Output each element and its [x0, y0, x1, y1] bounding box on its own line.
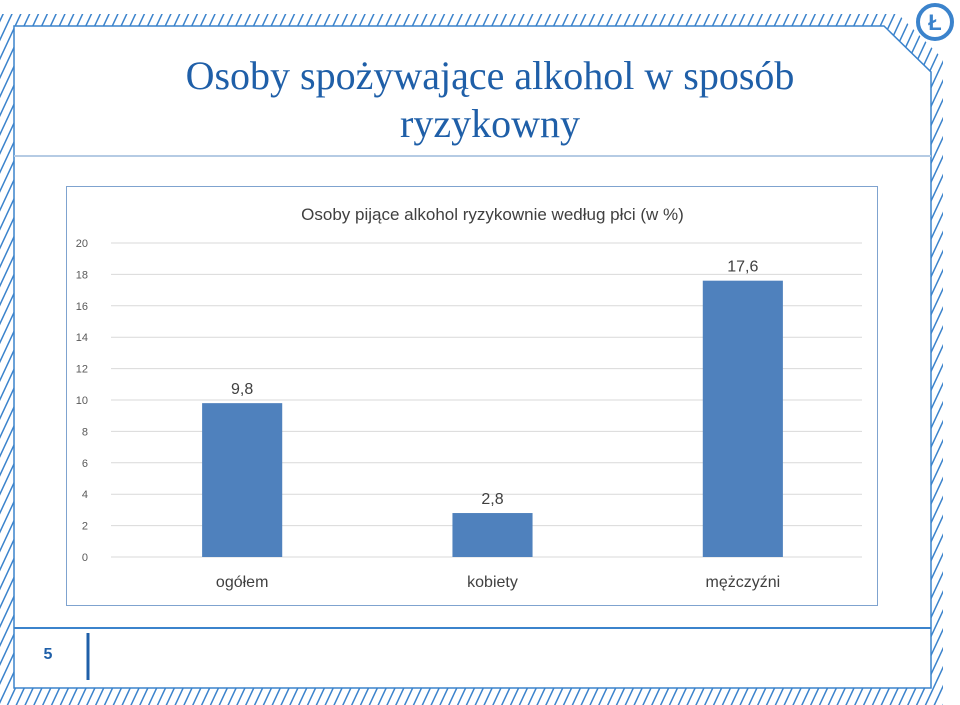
bar-chart: Osoby pijące alkohol ryzykownie według p… — [76, 205, 862, 591]
page-number: 5 — [43, 646, 53, 663]
chart-title: Osoby pijące alkohol ryzykownie według p… — [301, 205, 684, 224]
y-tick-label: 4 — [82, 489, 88, 501]
x-category-label: kobiety — [467, 574, 518, 591]
logo: Ł — [915, 2, 955, 42]
y-tick-label: 12 — [76, 364, 88, 376]
chart-container: Osoby pijące alkohol ryzykownie według p… — [66, 186, 878, 606]
bar — [702, 280, 783, 557]
y-tick-label: 18 — [76, 269, 88, 281]
y-tick-label: 14 — [76, 332, 88, 344]
bar-value-label: 9,8 — [231, 381, 253, 398]
bar-value-label: 17,6 — [727, 259, 758, 276]
y-tick-label: 20 — [76, 238, 88, 250]
slide-title: Osoby spożywające alkohol w sposób ryzyk… — [185, 53, 795, 146]
x-category-label: ogółem — [216, 574, 268, 591]
bar — [452, 513, 533, 557]
bar — [202, 403, 283, 557]
y-tick-label: 0 — [82, 552, 88, 564]
y-tick-label: 10 — [76, 395, 88, 407]
logo-letter: Ł — [928, 10, 941, 35]
y-tick-label: 8 — [82, 426, 88, 438]
x-category-label: mężczyźni — [705, 574, 780, 591]
y-tick-label: 2 — [82, 521, 88, 533]
bar-value-label: 2,8 — [481, 491, 503, 508]
y-tick-label: 6 — [82, 458, 88, 470]
y-tick-label: 16 — [76, 301, 88, 313]
